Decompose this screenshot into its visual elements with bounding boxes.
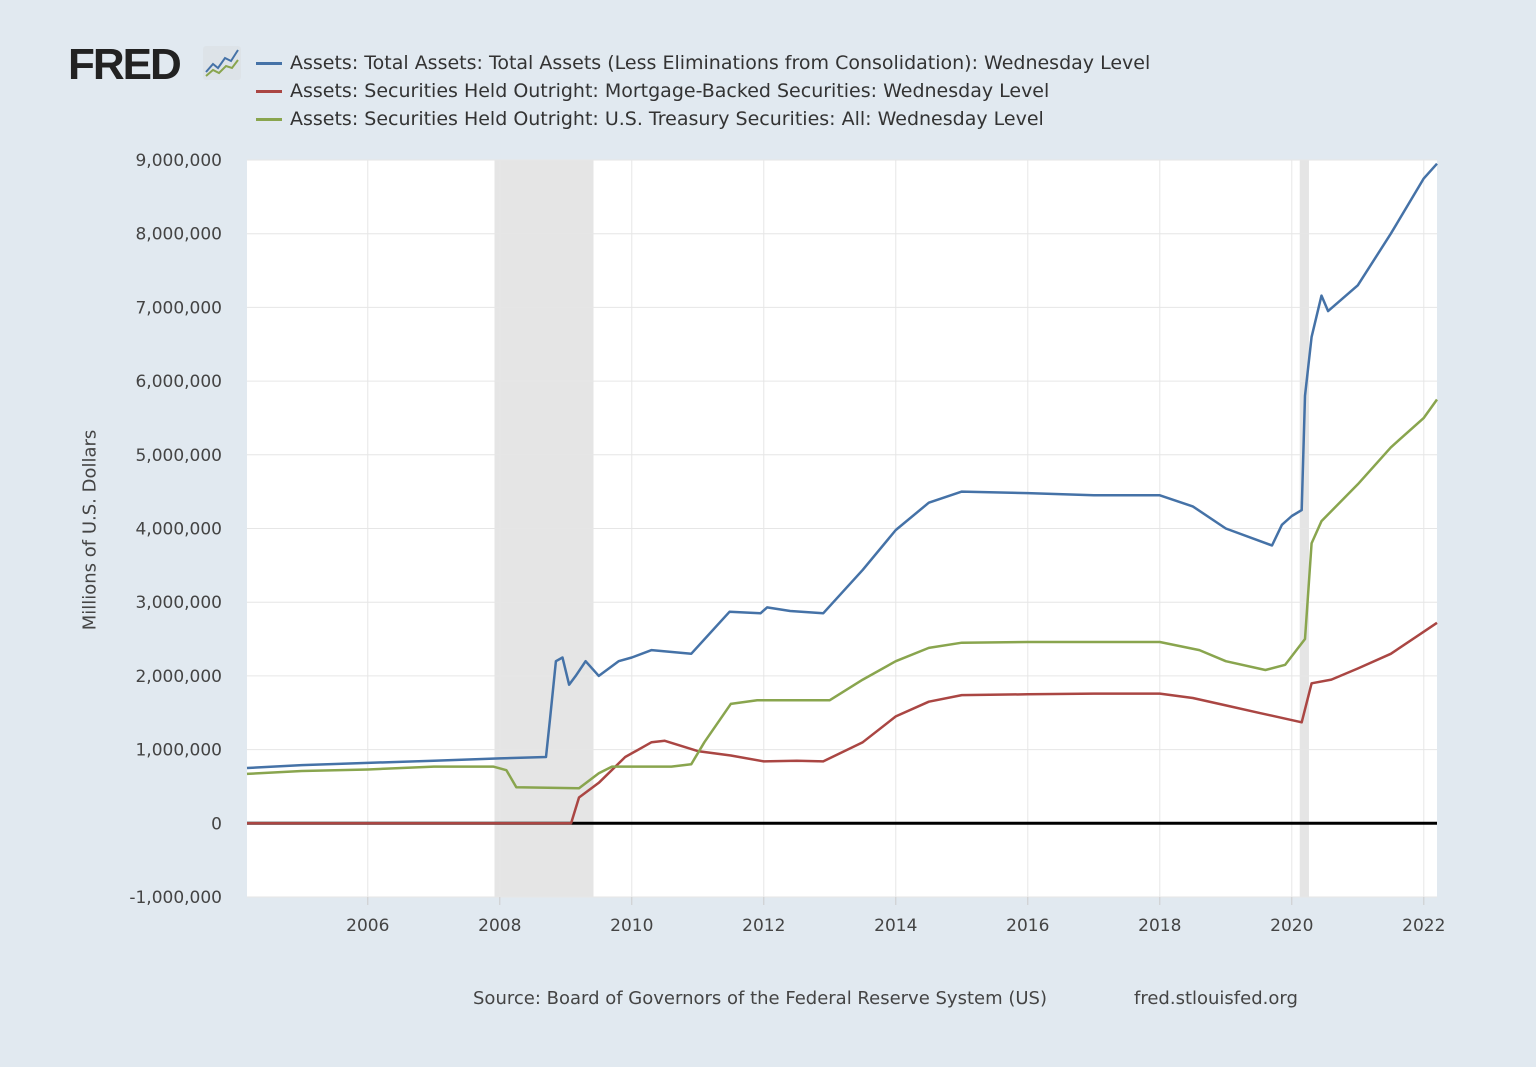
y-tick-label: -1,000,000 <box>129 888 222 908</box>
legend-label: Assets: Securities Held Outright: U.S. T… <box>290 108 1044 130</box>
x-tick-label: 2010 <box>610 916 653 936</box>
fred-logo[interactable]: FRED <box>68 40 182 89</box>
legend-label: Assets: Total Assets: Total Assets (Less… <box>290 52 1151 74</box>
chart-line-icon <box>203 46 241 80</box>
source-text: Source: Board of Governors of the Federa… <box>473 988 1047 1009</box>
legend-item-mbs[interactable]: Assets: Securities Held Outright: Mortga… <box>256 80 1049 102</box>
y-tick-label: 3,000,000 <box>135 593 222 613</box>
x-tick-label: 2016 <box>1006 916 1049 936</box>
series-mbs <box>247 621 1438 825</box>
legend-item-total-assets[interactable]: Assets: Total Assets: Total Assets (Less… <box>256 52 1150 74</box>
y-tick-label: 7,000,000 <box>135 298 222 318</box>
legend-item-treasuries[interactable]: Assets: Securities Held Outright: U.S. T… <box>256 108 1044 130</box>
y-tick-label: 0 <box>211 814 222 834</box>
y-tick-label: 2,000,000 <box>135 667 222 687</box>
x-tick-label: 2008 <box>478 916 521 936</box>
series-treasuries <box>246 398 1439 790</box>
x-tick-label: 2012 <box>742 916 785 936</box>
y-tick-label: 6,000,000 <box>135 372 222 392</box>
legend-label: Assets: Securities Held Outright: Mortga… <box>290 80 1050 102</box>
y-tick-label: 9,000,000 <box>135 151 222 171</box>
x-tick-label: 2006 <box>346 916 389 936</box>
legend-swatch <box>256 90 282 93</box>
y-tick-label: 1,000,000 <box>135 741 222 761</box>
y-tick-label: 4,000,000 <box>135 520 222 540</box>
series-total-assets <box>246 162 1438 770</box>
y-tick-label: 8,000,000 <box>135 225 222 245</box>
fred-url-link[interactable]: fred.stlouisfed.org <box>1134 988 1298 1009</box>
x-tick-label: 2018 <box>1138 916 1181 936</box>
y-tick-label: 5,000,000 <box>135 446 222 466</box>
x-tick-label: 2014 <box>874 916 917 936</box>
legend-swatch <box>256 62 282 65</box>
legend-swatch <box>256 118 282 121</box>
x-tick-label: 2022 <box>1402 916 1445 936</box>
x-tick-label: 2020 <box>1270 916 1313 936</box>
